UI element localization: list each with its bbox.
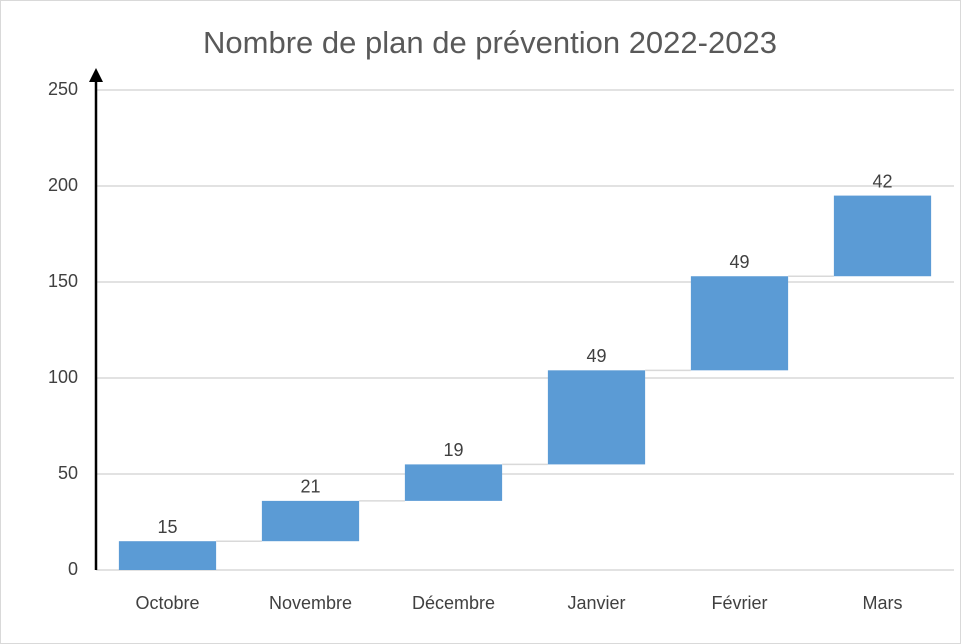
y-tick-label: 50 (58, 463, 78, 483)
bar (261, 500, 360, 542)
x-tick-label: Mars (863, 593, 903, 613)
bar (690, 276, 789, 371)
bar (118, 541, 217, 570)
data-label: 49 (729, 252, 749, 272)
data-label: 49 (586, 346, 606, 366)
data-label: 15 (157, 517, 177, 537)
chart-title: Nombre de plan de prévention 2022-2023 (203, 25, 777, 60)
y-tick-label: 0 (68, 559, 78, 579)
y-tick-label: 250 (48, 79, 78, 99)
y-tick-label: 200 (48, 175, 78, 195)
x-tick-label: Octobre (135, 593, 199, 613)
data-label: 19 (443, 440, 463, 460)
x-tick-label: Février (711, 593, 767, 613)
bar (547, 370, 646, 465)
x-tick-label: Novembre (269, 593, 352, 613)
bar (404, 464, 503, 501)
y-axis-arrow (89, 68, 103, 82)
x-tick-label: Décembre (412, 593, 495, 613)
data-label: 42 (872, 171, 892, 191)
bar (833, 195, 932, 277)
data-label: 21 (300, 477, 320, 497)
x-tick-label: Janvier (567, 593, 625, 613)
y-tick-label: 150 (48, 271, 78, 291)
y-tick-label: 100 (48, 367, 78, 387)
